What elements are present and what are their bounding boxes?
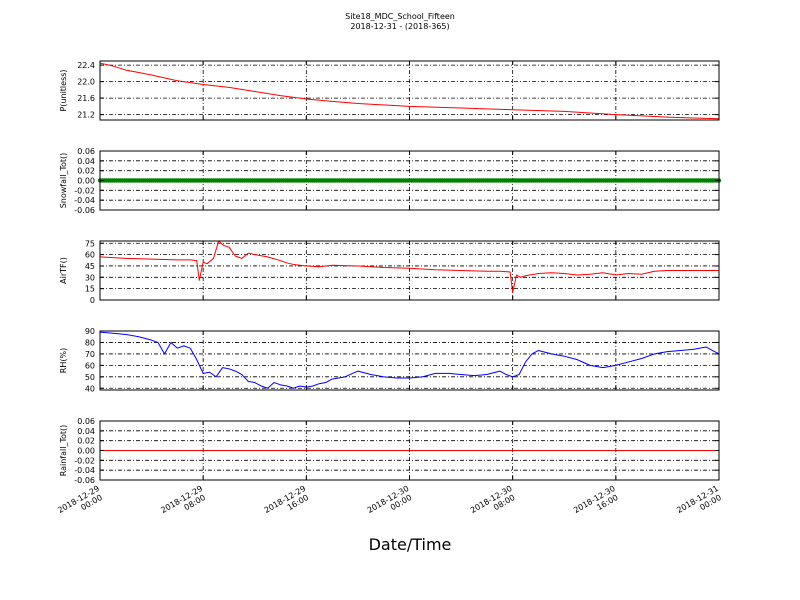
y-axis-label: P(unitless) [59, 69, 68, 111]
series-line [99, 62, 720, 120]
panel-4: 40 50 60 70 80 90 RH(%) [59, 327, 720, 393]
y-tick-label: 15 [85, 285, 95, 294]
y-tick-label: 0.00 [77, 447, 95, 456]
y-tick-label: 50 [85, 373, 95, 382]
x-tick-labels: 2018-12-2900:00 2018-12-2908:00 2018-12-29… [56, 484, 724, 523]
y-tick-label: 21.6 [77, 94, 95, 103]
y-tick-label: 0.06 [77, 417, 95, 426]
y-tick-label: 70 [85, 350, 95, 359]
y-tick-label: -0.02 [74, 456, 95, 465]
y-tick-label: 30 [85, 273, 95, 282]
x-tick-label: 2018-12-2908:00 [159, 484, 208, 523]
series-line [99, 240, 719, 293]
y-tick-label: 0.04 [77, 427, 95, 436]
y-tick-label: 60 [85, 251, 95, 260]
y-tick-label: 22.0 [77, 78, 95, 87]
y-tick-label: -0.04 [74, 196, 95, 205]
y-tick-label: 0.00 [77, 177, 95, 186]
y-tick-label: 80 [85, 338, 95, 347]
figure-title-block: Site18_MDC_School_Fifteen 2018-12-31 - (… [0, 12, 800, 32]
y-axis-label: RH(%) [59, 348, 68, 373]
y-tick-label: 0.02 [77, 167, 95, 176]
panel-5: -0.06-0.04-0.020.000.020.040.06 Rainfall_… [59, 417, 720, 485]
panel-2: -0.06-0.04-0.020.000.020.040.06 Snowfall_… [59, 147, 722, 215]
x-tick-label: 2018-12-2916:00 [263, 484, 312, 523]
y-tick-label: 0 [90, 296, 95, 305]
y-axis-label: Snowfall_Tot() [59, 153, 68, 209]
y-tick-label: -0.06 [74, 206, 95, 215]
y-tick-label: 0.04 [77, 157, 95, 166]
x-tick-label: 2018-12-3100:00 [675, 484, 724, 523]
figure-title: Site18_MDC_School_Fifteen [345, 12, 455, 21]
y-tick-label: 0.02 [77, 437, 95, 446]
x-tick-label: 2018-12-3016:00 [572, 484, 621, 523]
series-line [99, 331, 720, 389]
figure-subtitle: 2018-12-31 - (2018-365) [350, 22, 450, 31]
y-tick-label: -0.02 [74, 186, 95, 195]
y-tick-label: 40 [85, 384, 95, 393]
y-tick-label: -0.04 [74, 466, 95, 475]
panel-3: 0 15 30 45 60 75 AirTF() [59, 239, 720, 305]
x-tick-label: 2018-12-3000:00 [366, 484, 415, 523]
y-axis-label: AirTF() [59, 257, 68, 284]
panel-1: 21.2 21.6 22.0 22.4 P(unitless) [59, 60, 720, 121]
x-tick-label: 2018-12-3008:00 [469, 484, 518, 523]
y-axis-label: Rainfall_Tot() [59, 425, 68, 477]
y-tick-label: 75 [85, 239, 95, 248]
y-tick-label: 45 [85, 262, 95, 271]
y-tick-label: -0.06 [74, 476, 95, 485]
snowfall-points [97, 178, 722, 183]
x-tick-label: 2018-12-2900:00 [56, 484, 105, 523]
y-tick-label: 21.2 [77, 111, 95, 120]
y-tick-label: 0.06 [77, 147, 95, 156]
x-axis-label: Date/Time [368, 535, 452, 554]
y-tick-label: 22.4 [77, 61, 95, 70]
y-tick-label: 90 [85, 327, 95, 336]
y-tick-label: 60 [85, 361, 95, 370]
